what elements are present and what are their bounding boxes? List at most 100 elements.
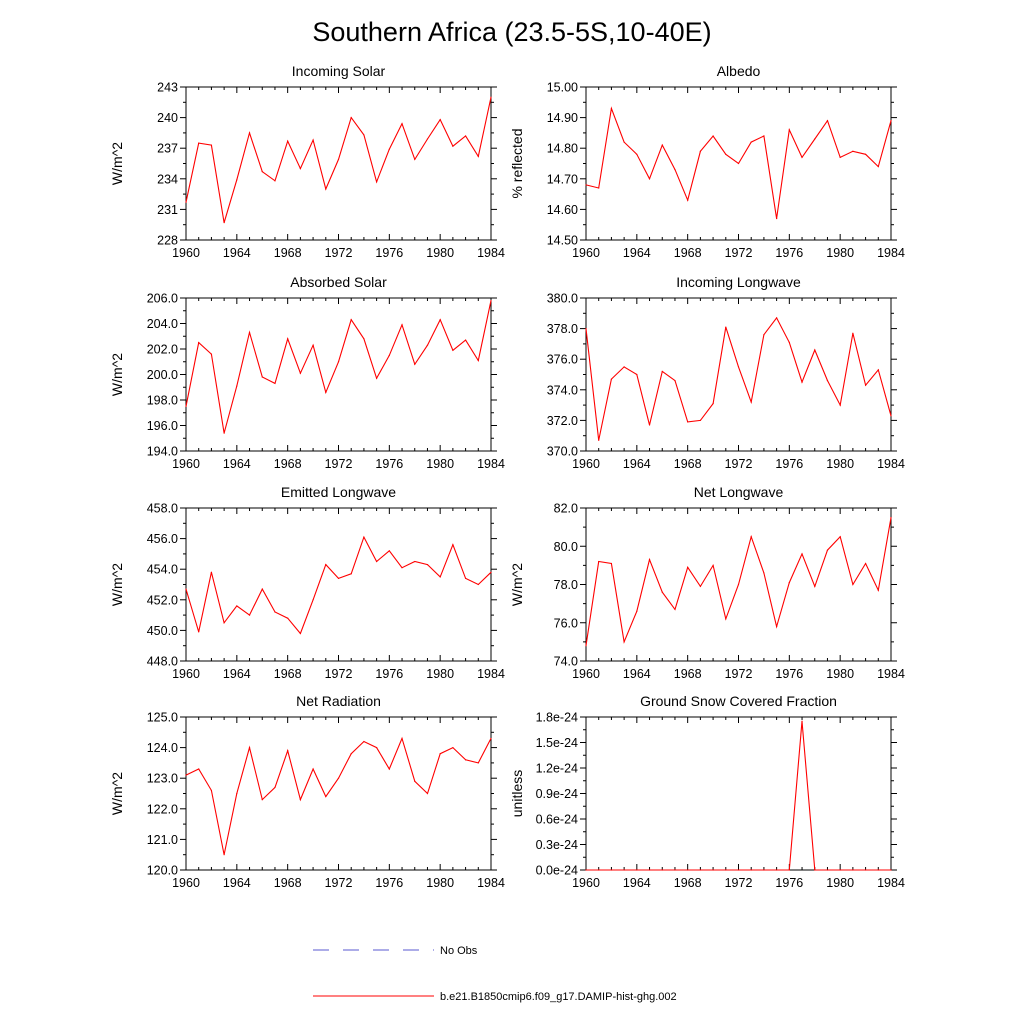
data-point: [376, 377, 378, 379]
data-point: [839, 404, 841, 406]
data-point: [610, 107, 613, 110]
data-point: [623, 141, 625, 143]
x-tick-label: 1960: [172, 667, 200, 681]
y-tick-label: 80.0: [554, 540, 578, 554]
data-point: [661, 144, 663, 146]
y-axis-label: W/m^2: [109, 142, 125, 185]
data-point: [414, 780, 416, 782]
x-tick-label: 1964: [223, 876, 251, 890]
data-point: [788, 341, 790, 343]
data-point: [890, 415, 892, 417]
x-tick-label: 1976: [775, 876, 803, 890]
x-tick-label: 1980: [426, 457, 454, 471]
x-tick-label: 1984: [477, 246, 505, 260]
data-point: [674, 380, 676, 382]
plot-frame: [185, 507, 492, 662]
data-point: [261, 588, 263, 590]
data-point: [839, 156, 841, 158]
panel-title: Albedo: [717, 63, 761, 79]
data-point: [350, 319, 352, 321]
data-point: [890, 516, 892, 519]
x-tick-label: 1972: [725, 876, 753, 890]
data-point: [312, 599, 314, 601]
chart-panel: 1960 1964 1968 1972 1976 1980 1984 0.0e-24 0.3e-…: [509, 693, 905, 890]
data-point: [598, 439, 600, 441]
data-point: [490, 571, 492, 573]
data-point: [674, 169, 676, 171]
data-point: [826, 549, 829, 551]
data-point: [401, 324, 403, 326]
data-point: [452, 349, 454, 351]
x-tick-label: 1972: [325, 667, 353, 681]
series-line: [585, 316, 892, 441]
data-point: [439, 319, 441, 321]
data-point: [185, 774, 187, 776]
data-point: [585, 869, 587, 871]
y-axis-label: W/m^2: [109, 772, 125, 815]
y-tick-label: 198.0: [147, 394, 178, 408]
x-tick-label: 1976: [375, 246, 403, 260]
y-tick-label: 372.0: [547, 414, 578, 428]
data-point: [864, 562, 867, 565]
data-point: [287, 750, 289, 752]
data-point: [699, 585, 701, 588]
data-point: [801, 553, 803, 555]
data-point: [223, 222, 225, 224]
data-point: [750, 401, 752, 403]
data-point: [687, 199, 689, 201]
data-point: [852, 583, 854, 586]
data-point: [801, 156, 803, 158]
chart-panel: 1960 1964 1968 1972 1976 1980 1984 74.0 76.0 78.0…: [509, 484, 905, 681]
data-point: [661, 591, 663, 593]
y-axis-label: W/m^2: [109, 353, 125, 396]
data-point: [776, 625, 778, 628]
data-point: [648, 869, 651, 871]
legend: No Obs b.e21.B1850cmip6.f09_g17.DAMIP-his…: [313, 945, 677, 1003]
y-tick-label: 1.5e-24: [536, 736, 578, 750]
x-tick-label: 1984: [477, 667, 505, 681]
x-tick-label: 1972: [325, 246, 353, 260]
data-point: [598, 560, 600, 563]
chart-panel: 1960 1964 1968 1972 1976 1980 1984 14.50 14.60 14…: [509, 63, 905, 260]
data-point: [261, 376, 263, 378]
data-point: [325, 188, 327, 190]
figure-title: Southern Africa (23.5-5S,10-40E): [312, 17, 711, 47]
data-point: [439, 119, 441, 121]
data-point: [337, 777, 340, 779]
y-tick-label: 194.0: [147, 445, 178, 459]
data-point: [610, 869, 613, 871]
data-point: [401, 123, 403, 125]
y-tick-label: 378.0: [547, 322, 578, 336]
y-tick-label: 14.90: [547, 111, 578, 125]
data-point: [776, 869, 778, 871]
x-tick-label: 1976: [775, 457, 803, 471]
data-point: [763, 869, 765, 871]
data-point: [598, 869, 600, 871]
data-point: [585, 645, 587, 647]
x-tick-label: 1964: [623, 457, 651, 471]
data-point: [274, 382, 276, 385]
data-point: [312, 139, 314, 141]
y-tick-label: 380.0: [547, 292, 578, 306]
data-point: [737, 366, 740, 368]
data-point: [414, 158, 416, 161]
data-point: [261, 799, 263, 801]
data-point: [287, 140, 289, 142]
data-point: [210, 571, 213, 573]
data-point: [699, 419, 701, 421]
data-point: [801, 720, 803, 722]
data-point: [325, 391, 327, 393]
data-point: [852, 150, 854, 152]
data-point: [648, 178, 651, 180]
data-point: [636, 153, 638, 155]
x-tick-label: 1976: [375, 876, 403, 890]
data-point: [223, 432, 225, 434]
data-point: [814, 585, 816, 588]
data-point: [699, 869, 701, 871]
data-point: [852, 869, 854, 871]
data-point: [864, 869, 867, 871]
data-point: [414, 363, 416, 365]
y-tick-label: 0.9e-24: [536, 787, 578, 801]
data-point: [737, 162, 740, 165]
